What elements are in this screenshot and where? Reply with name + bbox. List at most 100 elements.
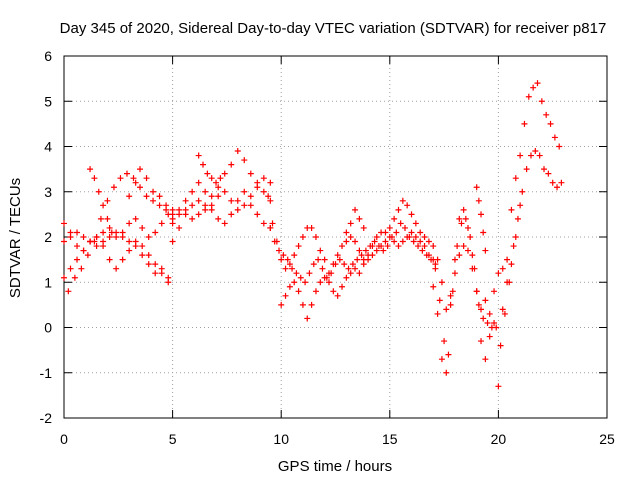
data-point-track-g	[182, 197, 189, 204]
data-point-track-o	[504, 256, 511, 263]
data-point-track-l	[280, 252, 287, 259]
data-point-track-h	[176, 224, 183, 231]
data-point-track-e	[91, 175, 98, 182]
y-tick-labels: -2 -1 0 1 2 3 4 5 6	[40, 48, 53, 426]
data-point-track-m	[425, 252, 432, 259]
data-point-track-q	[438, 279, 445, 286]
data-point-track-i	[195, 211, 202, 218]
data-point-track-b	[106, 256, 113, 263]
data-point-track-o	[430, 283, 437, 290]
data-point-track-a	[61, 274, 67, 281]
data-point-track-b	[139, 252, 146, 259]
data-point-track-l	[397, 220, 404, 227]
data-point-track-o	[451, 256, 458, 263]
data-point-track-c	[67, 234, 74, 240]
data-point-track-h	[189, 202, 196, 209]
x-tick-labels: 0 5 10 15 20 25	[60, 431, 615, 447]
data-point-track-d	[97, 215, 104, 222]
data-point-track-g	[189, 188, 196, 195]
data-point-track-a	[74, 256, 81, 263]
data-point-track-l	[419, 247, 426, 254]
data-point-track-k	[299, 234, 306, 240]
data-point-track-k	[312, 234, 319, 240]
data-point-track-j	[217, 175, 224, 182]
data-point-track-b	[145, 261, 152, 268]
data-point-track-o	[491, 319, 498, 326]
data-point-track-h	[195, 197, 202, 204]
data-point-track-i	[221, 220, 228, 227]
data-point-track-a	[158, 220, 165, 227]
data-point-track-k	[408, 211, 415, 218]
data-point-track-k	[278, 256, 285, 263]
data-point-track-m	[408, 229, 415, 236]
data-point-track-l	[267, 224, 274, 231]
data-point-track-j	[208, 175, 215, 182]
data-point-track-o	[478, 338, 485, 345]
data-point-track-m	[395, 243, 402, 250]
data-point-track-l	[362, 247, 369, 254]
data-point-track-g	[228, 161, 235, 168]
data-point-track-p	[532, 148, 539, 155]
data-point-track-m	[312, 288, 319, 295]
data-point-track-a	[139, 224, 146, 231]
data-point-track-m	[347, 270, 354, 277]
data-point-track-a	[152, 229, 159, 236]
data-point-track-d	[130, 175, 137, 182]
data-point-track-f	[156, 193, 163, 200]
data-point-track-k	[291, 252, 298, 259]
data-point-track-i	[254, 211, 261, 218]
data-point-track-g	[260, 188, 267, 195]
y-tick-label: 6	[44, 48, 52, 64]
data-point-track-k	[430, 243, 437, 250]
data-point-track-f	[137, 166, 144, 173]
data-point-track-g	[221, 170, 228, 177]
data-point-track-p	[462, 215, 469, 222]
x-tick-label: 0	[60, 431, 68, 447]
data-point-track-m	[365, 256, 372, 263]
data-point-track-g	[234, 148, 241, 155]
data-point-track-o	[534, 80, 541, 87]
data-point-track-m	[317, 279, 324, 286]
data-point-track-n	[360, 224, 367, 231]
data-point-track-d	[143, 193, 150, 200]
x-axis-label: GPS time / hours	[278, 458, 392, 475]
data-point-track-c	[132, 238, 139, 245]
data-point-track-l	[384, 243, 391, 250]
data-point-track-o	[447, 301, 454, 308]
data-point-track-p	[467, 234, 474, 240]
data-point-track-l	[284, 256, 291, 263]
data-point-track-g	[202, 188, 209, 195]
data-point-track-l	[415, 243, 422, 250]
data-point-track-a	[145, 234, 152, 240]
data-point-track-p	[554, 184, 561, 191]
data-point-track-h	[215, 193, 222, 200]
y-tick-label: -1	[40, 365, 53, 381]
data-point-track-n	[356, 215, 363, 222]
data-point-track-f	[126, 193, 133, 200]
data-point-track-l	[302, 279, 309, 286]
data-point-track-k	[347, 234, 354, 240]
data-point-track-c	[145, 252, 152, 259]
plot-frame	[63, 55, 608, 419]
data-point-track-q	[486, 310, 493, 317]
data-point-track-d	[156, 202, 163, 209]
data-point-track-m	[373, 247, 380, 254]
data-point-track-l	[293, 270, 300, 277]
data-point-track-p	[432, 265, 439, 272]
data-point-track-m	[421, 243, 428, 250]
data-point-track-p	[449, 288, 456, 295]
data-point-track-p	[454, 243, 461, 250]
data-point-track-q	[495, 270, 502, 277]
data-point-track-l	[315, 256, 322, 263]
data-point-track-k	[356, 247, 363, 254]
data-point-track-l	[319, 265, 326, 272]
data-point-track-q	[512, 234, 519, 240]
data-point-track-d	[71, 274, 78, 281]
data-point-track-p	[527, 152, 534, 159]
data-point-track-o	[538, 98, 545, 105]
data-point-track-q	[491, 288, 498, 295]
data-point-track-k	[421, 234, 428, 240]
data-point-track-h	[169, 238, 176, 245]
data-point-track-m	[304, 315, 311, 322]
